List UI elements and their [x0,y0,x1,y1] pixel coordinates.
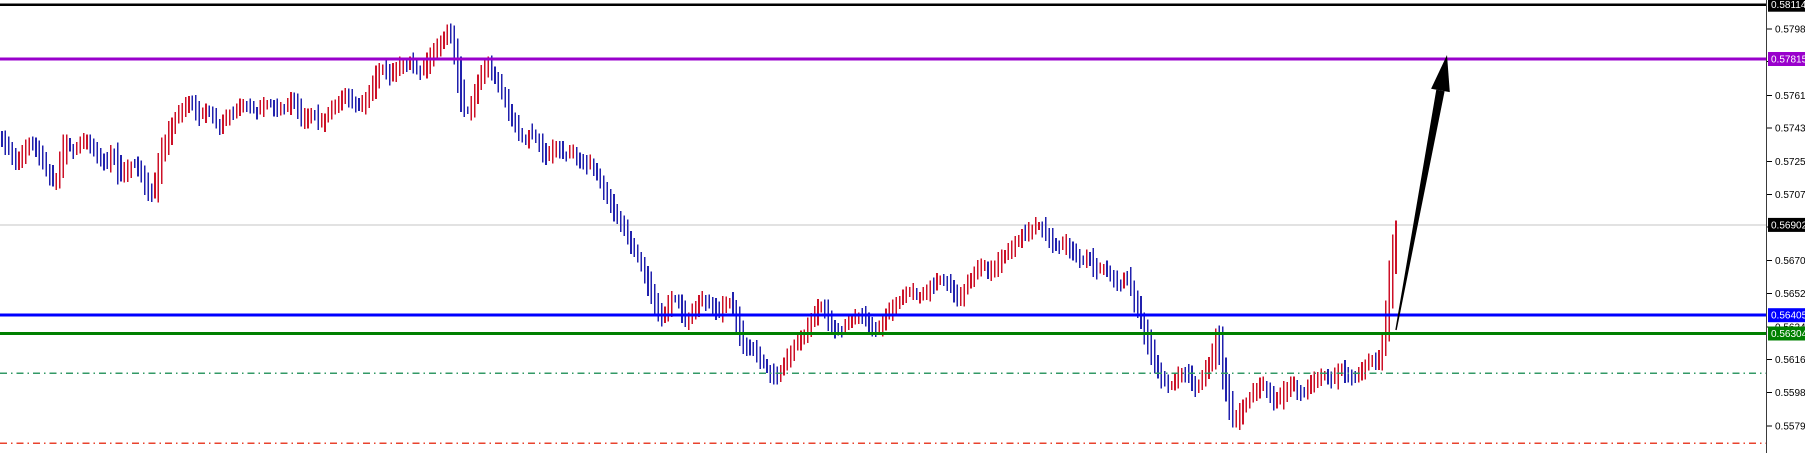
price-tag-label-support-blue: 0.56405 [1771,311,1805,322]
up-trend-arrow[interactable] [1395,55,1450,331]
price-tag-label-target-purple: 0.57815 [1771,55,1805,66]
axis-tick-label: 0.56525 [1775,289,1805,300]
axis-tick-label: 0.55795 [1775,422,1805,433]
price-tag-label-resistance-black: 0.58114 [1771,0,1805,11]
arrow-head-icon[interactable] [1431,55,1450,93]
price-tag-label-support-green: 0.56304 [1771,329,1805,340]
axis-tick-label: 0.56705 [1775,256,1805,267]
price-axis[interactable]: 0.581600.579800.578000.576150.574350.572… [1766,0,1805,453]
level-lines[interactable] [0,3,1766,444]
price-tag-current-price [1768,217,1805,232]
arrow-shaft[interactable] [1395,89,1445,331]
axis-tick-label: 0.57615 [1775,91,1805,102]
price-tag-support-blue [1768,308,1805,323]
axis-tick-label: 0.57435 [1775,124,1805,135]
price-tag-resistance-black [1768,0,1805,12]
price-tag-support-green [1768,326,1805,341]
price-tag-target-purple [1768,52,1805,66]
price-bars [1,23,1397,430]
price-tag-label-current-price: 0.56902 [1771,220,1805,231]
